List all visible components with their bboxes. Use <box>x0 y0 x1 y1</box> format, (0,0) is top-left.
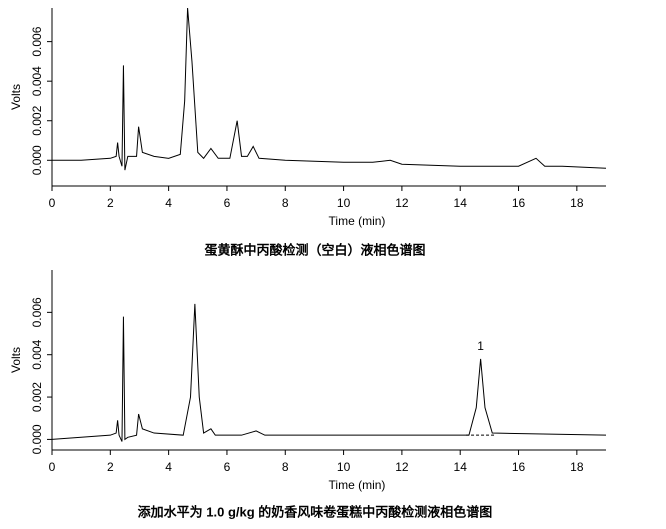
y-tick-label: 0.006 <box>30 297 44 327</box>
x-tick-label: 0 <box>49 196 56 210</box>
x-axis-label: Time (min) <box>329 214 386 228</box>
x-tick-label: 10 <box>337 460 351 474</box>
x-tick-label: 6 <box>224 196 231 210</box>
y-tick-label: 0.002 <box>30 105 44 135</box>
x-tick-label: 18 <box>570 460 584 474</box>
x-tick-label: 6 <box>224 460 231 474</box>
x-tick-label: 14 <box>454 196 468 210</box>
x-tick-label: 8 <box>282 460 289 474</box>
y-axis-label: Volts <box>9 347 23 373</box>
x-tick-label: 12 <box>395 196 409 210</box>
x-tick-label: 2 <box>107 460 114 474</box>
x-tick-label: 16 <box>512 196 526 210</box>
x-axis-label: Time (min) <box>329 478 386 492</box>
y-tick-label: 0.006 <box>30 26 44 56</box>
chart-title: 添加水平为 1.0 g/kg 的奶香风味卷蛋糕中丙酸检测液相色谱图 <box>138 504 493 519</box>
x-tick-label: 12 <box>395 460 409 474</box>
x-tick-label: 8 <box>282 196 289 210</box>
x-tick-label: 4 <box>165 196 172 210</box>
y-tick-label: 0.004 <box>30 66 44 96</box>
x-tick-label: 16 <box>512 460 526 474</box>
y-tick-label: 0.000 <box>30 424 44 454</box>
trace <box>52 7 607 171</box>
x-tick-label: 0 <box>49 460 56 474</box>
trace <box>51 303 607 442</box>
y-tick-label: 0.000 <box>30 145 44 175</box>
x-tick-label: 10 <box>337 196 351 210</box>
y-axis-label: Volts <box>9 84 23 110</box>
x-tick-label: 14 <box>454 460 468 474</box>
x-tick-label: 2 <box>107 196 114 210</box>
y-tick-label: 0.004 <box>30 339 44 369</box>
chart-title: 蛋黄酥中丙酸检测（空白）液相色谱图 <box>204 242 425 257</box>
x-tick-label: 18 <box>570 196 584 210</box>
x-tick-label: 4 <box>165 460 172 474</box>
peak-label: 1 <box>477 339 484 353</box>
y-tick-label: 0.002 <box>30 382 44 412</box>
